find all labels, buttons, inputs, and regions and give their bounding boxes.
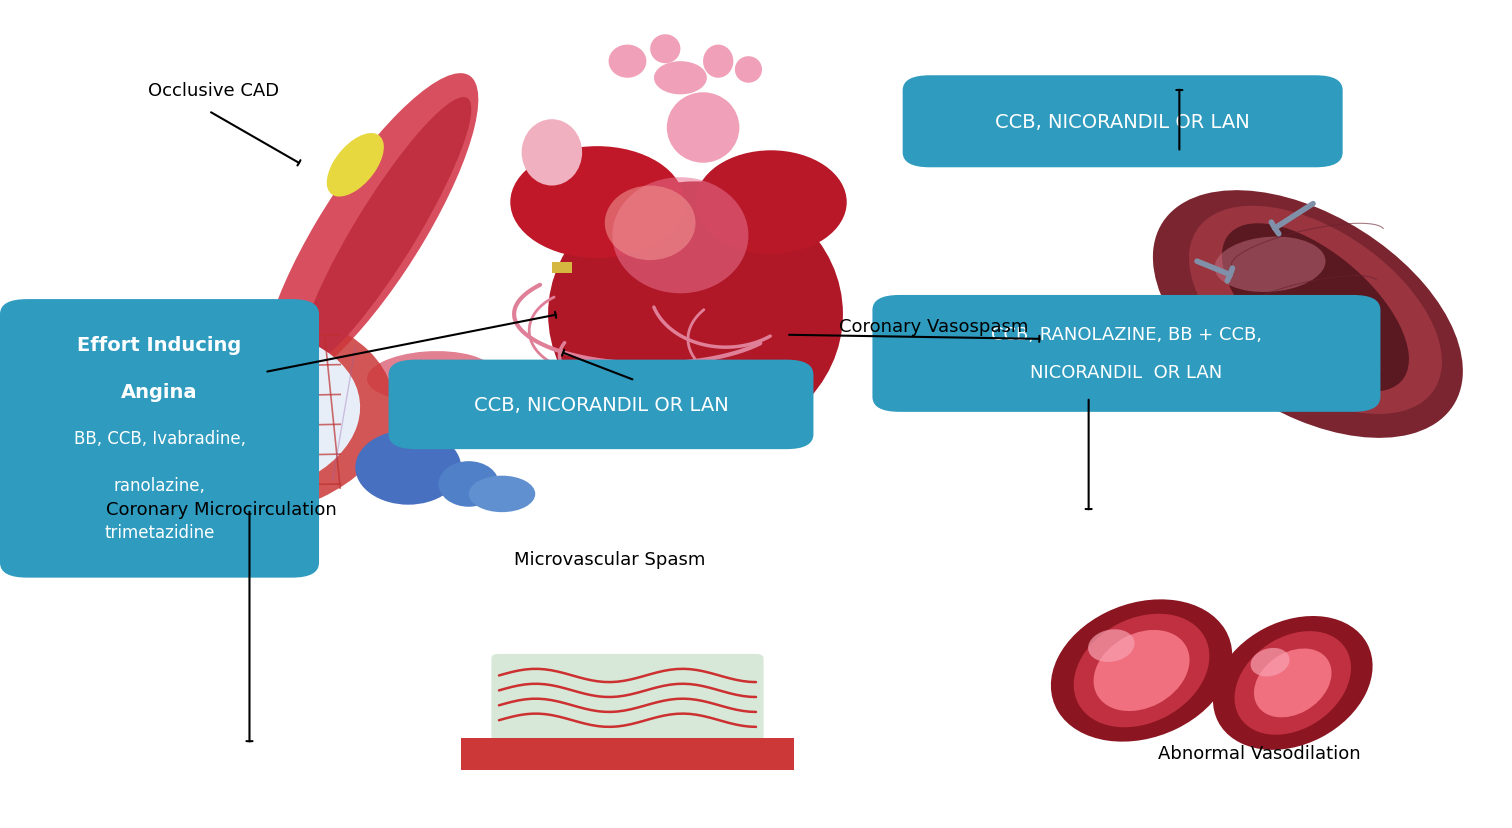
Ellipse shape xyxy=(1253,648,1332,718)
Ellipse shape xyxy=(327,134,384,197)
Ellipse shape xyxy=(1188,206,1442,415)
Ellipse shape xyxy=(1152,191,1464,438)
Text: Abnormal Vasodilation: Abnormal Vasodilation xyxy=(1158,744,1361,763)
Ellipse shape xyxy=(1222,224,1409,392)
Text: Coronary Microcirculation: Coronary Microcirculation xyxy=(106,500,337,518)
Ellipse shape xyxy=(612,178,748,294)
Ellipse shape xyxy=(263,74,478,390)
Text: BB, CCB, Ivabradine,: BB, CCB, Ivabradine, xyxy=(74,430,245,448)
Ellipse shape xyxy=(367,352,494,402)
Ellipse shape xyxy=(109,330,360,498)
Ellipse shape xyxy=(1213,616,1373,750)
Bar xyxy=(552,262,572,273)
FancyBboxPatch shape xyxy=(903,76,1343,168)
Ellipse shape xyxy=(667,94,739,164)
FancyBboxPatch shape xyxy=(389,360,813,450)
Ellipse shape xyxy=(1089,629,1134,662)
Text: Angina: Angina xyxy=(121,383,198,402)
Circle shape xyxy=(469,476,535,513)
Text: Effort Inducing: Effort Inducing xyxy=(77,335,242,354)
FancyBboxPatch shape xyxy=(491,654,764,741)
FancyBboxPatch shape xyxy=(0,300,319,578)
Ellipse shape xyxy=(8,323,98,406)
Ellipse shape xyxy=(510,147,685,259)
Ellipse shape xyxy=(605,186,696,261)
Text: NICORANDIL  OR LAN: NICORANDIL OR LAN xyxy=(1030,363,1223,382)
Ellipse shape xyxy=(696,152,847,255)
Ellipse shape xyxy=(522,120,582,186)
Ellipse shape xyxy=(1074,614,1210,728)
Ellipse shape xyxy=(1250,648,1290,676)
Ellipse shape xyxy=(355,431,461,505)
Ellipse shape xyxy=(1234,631,1352,735)
Text: CCB, NICORANDIL OR LAN: CCB, NICORANDIL OR LAN xyxy=(473,396,729,414)
Ellipse shape xyxy=(650,35,680,65)
Ellipse shape xyxy=(1051,599,1232,742)
Text: CCB, NICORANDIL OR LAN: CCB, NICORANDIL OR LAN xyxy=(995,113,1250,132)
Ellipse shape xyxy=(1093,630,1190,711)
FancyBboxPatch shape xyxy=(872,296,1380,412)
Ellipse shape xyxy=(438,462,499,507)
Text: Microvascular Spasm: Microvascular Spasm xyxy=(514,550,706,568)
Text: CCB, RANOLAZINE, BB + CCB,: CCB, RANOLAZINE, BB + CCB, xyxy=(990,326,1263,344)
Text: trimetazidine: trimetazidine xyxy=(104,523,215,542)
Ellipse shape xyxy=(74,309,395,519)
Ellipse shape xyxy=(1214,238,1326,292)
Ellipse shape xyxy=(299,98,472,366)
Text: Coronary Vasospasm: Coronary Vasospasm xyxy=(839,318,1028,336)
Ellipse shape xyxy=(735,57,762,84)
Text: ranolazine,: ranolazine, xyxy=(113,477,206,494)
Ellipse shape xyxy=(547,182,844,447)
Bar xyxy=(461,739,794,770)
Text: Occlusive CAD: Occlusive CAD xyxy=(148,82,280,100)
Ellipse shape xyxy=(653,62,708,95)
Ellipse shape xyxy=(703,46,733,79)
Ellipse shape xyxy=(608,46,647,79)
